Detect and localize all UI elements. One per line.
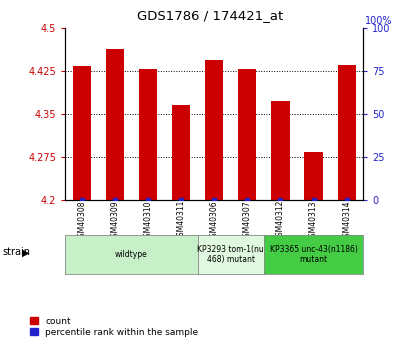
Bar: [172, 105, 190, 200]
Text: ▶: ▶: [22, 247, 29, 257]
Text: wildtype: wildtype: [115, 250, 148, 259]
Text: GDS1786 / 174421_at: GDS1786 / 174421_at: [137, 9, 283, 22]
Bar: [238, 69, 257, 200]
Bar: [338, 65, 356, 200]
Text: strain: strain: [2, 247, 30, 257]
Legend: count, percentile rank within the sample: count, percentile rank within the sample: [30, 317, 198, 337]
Bar: [73, 66, 91, 200]
Bar: [139, 69, 157, 200]
Bar: [304, 152, 323, 200]
Text: 100%: 100%: [365, 16, 393, 26]
Bar: [106, 49, 124, 200]
Text: KP3293 tom-1(nu
468) mutant: KP3293 tom-1(nu 468) mutant: [197, 245, 264, 264]
Bar: [271, 101, 289, 200]
Text: KP3365 unc-43(n1186)
mutant: KP3365 unc-43(n1186) mutant: [270, 245, 357, 264]
Bar: [205, 60, 223, 200]
